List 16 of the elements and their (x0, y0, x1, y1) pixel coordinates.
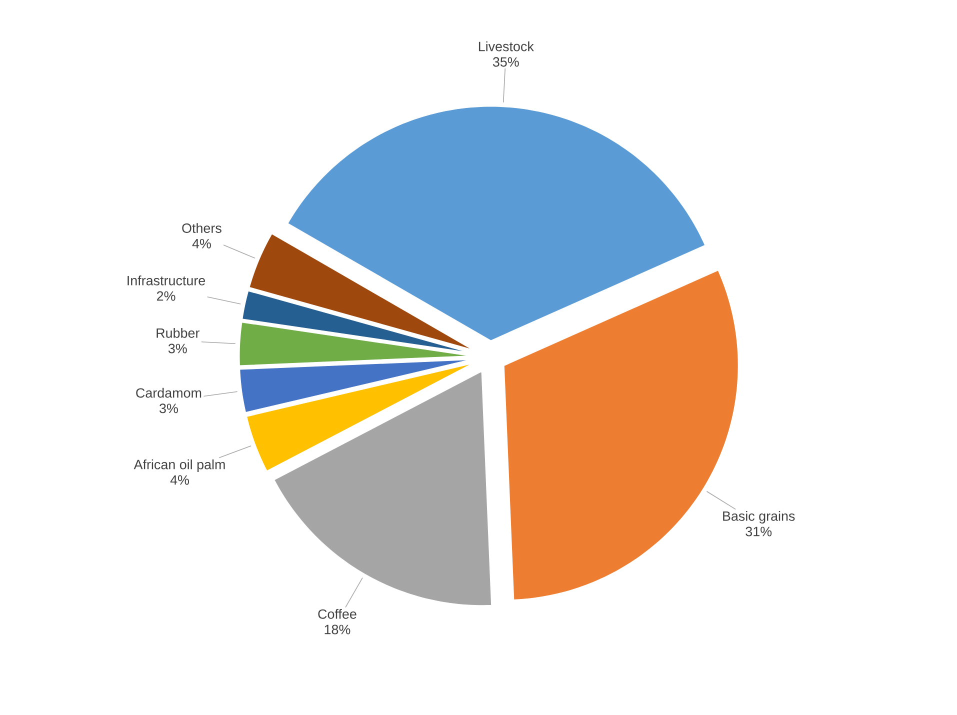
slice-label: African oil palm (134, 459, 225, 472)
data-label: 4% (192, 238, 211, 248)
data-label: 18% (324, 624, 350, 634)
slice-label: Infrastructure (128, 275, 206, 286)
slice-label: Livestock (478, 41, 534, 52)
data-label: 3% (168, 344, 187, 354)
slice-label: Cardamom (136, 388, 202, 398)
data-label: 31% (746, 526, 772, 536)
slice-label: Rubber (156, 328, 200, 338)
data-label: 35% (492, 57, 519, 67)
data-label: 4% (170, 475, 189, 485)
data-label: 2% (156, 291, 176, 301)
legend-label: Coffee (318, 608, 356, 619)
slice-label: Others (182, 223, 222, 233)
slice-label: Basic grains (723, 510, 795, 524)
data-label: 3% (160, 404, 178, 414)
